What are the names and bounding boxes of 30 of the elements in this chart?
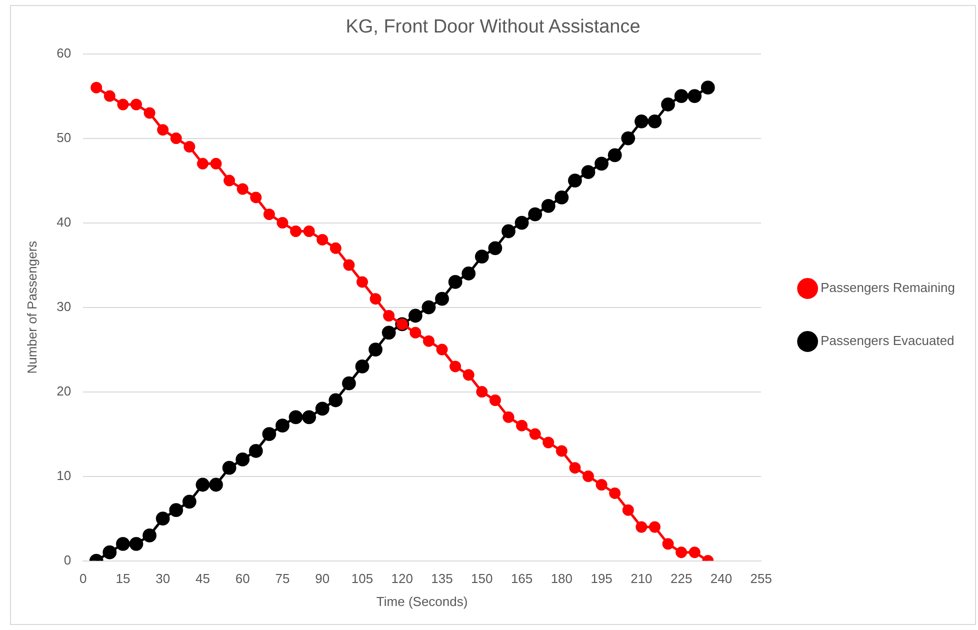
x-tick-label: 195 [590, 571, 612, 586]
legend-label: Passengers Remaining [820, 280, 955, 296]
y-tick-label: 60 [56, 45, 72, 60]
x-tick-label: 165 [510, 571, 533, 586]
x-tick-label: 90 [315, 571, 330, 586]
x-tick-label: 75 [275, 571, 290, 586]
x-tick-label: 150 [471, 571, 493, 586]
x-tick-label: 225 [670, 571, 692, 586]
y-axis-title: Number of Passengers [24, 240, 40, 374]
x-tick-label: 15 [116, 571, 130, 586]
y-tick-label: 50 [56, 130, 72, 145]
y-tick-label: 30 [56, 298, 72, 314]
y-tick-label: 10 [56, 468, 72, 483]
x-tick-label: 240 [710, 571, 732, 586]
x-tick-label: 0 [79, 571, 87, 586]
x-tick-label: 45 [195, 571, 210, 586]
y-tick-label: 20 [56, 383, 72, 398]
x-tick-label: 210 [630, 571, 652, 586]
chart-title: KG, Front Door Without Assistance [346, 16, 640, 38]
x-tick-label: 30 [156, 571, 170, 586]
x-axis-title: Time (Seconds) [376, 594, 468, 609]
y-tick-label: 40 [56, 214, 72, 230]
x-tick-label: 105 [351, 571, 374, 586]
x-tick-label: 60 [235, 571, 250, 586]
x-tick-label: 135 [431, 571, 453, 586]
x-tick-label: 180 [550, 571, 573, 586]
y-tick-label: 0 [64, 552, 72, 568]
x-tick-label: 120 [391, 571, 413, 586]
legend-label: Passengers Evacuated [820, 333, 954, 348]
x-tick-label: 255 [750, 571, 772, 586]
